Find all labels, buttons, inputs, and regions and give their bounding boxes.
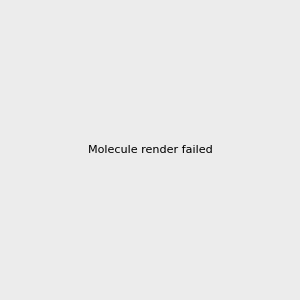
Text: Molecule render failed: Molecule render failed	[88, 145, 212, 155]
